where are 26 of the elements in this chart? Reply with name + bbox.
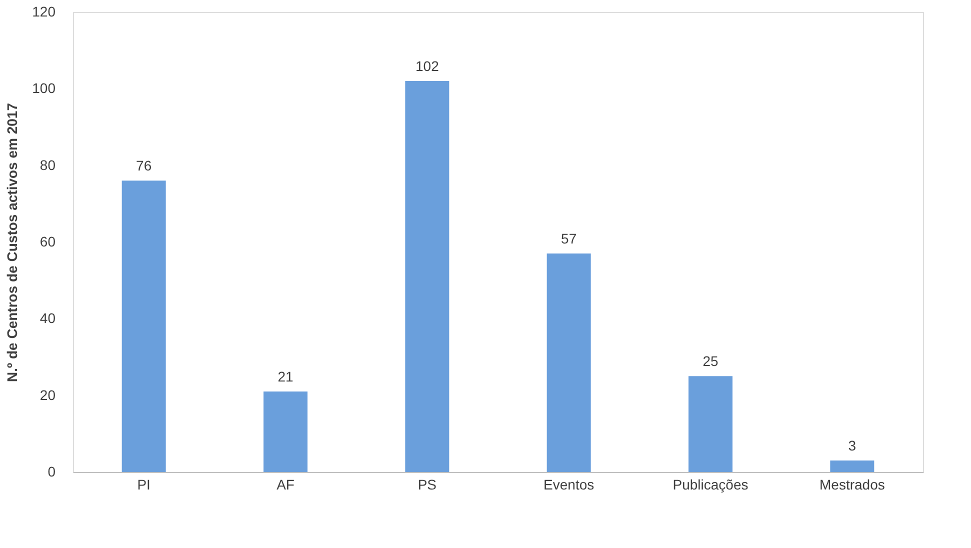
y-tick-label: 40 — [40, 310, 56, 326]
data-label: 25 — [702, 353, 718, 370]
bar — [830, 460, 874, 472]
y-tick-label: 100 — [32, 80, 56, 96]
data-label: 57 — [561, 230, 577, 246]
y-tick-label: 80 — [40, 156, 56, 173]
x-tick-label: Mestrados — [819, 476, 885, 492]
data-label: 3 — [848, 438, 856, 454]
y-tick-label: 120 — [32, 4, 56, 20]
x-tick-label: Eventos — [544, 476, 594, 492]
y-axis-title: N.º de Centros de Custos activos em 2017 — [4, 102, 20, 382]
y-tick-label: 0 — [48, 464, 56, 480]
y-tick-label: 20 — [40, 386, 56, 403]
data-label: 76 — [136, 158, 152, 174]
data-label: 21 — [278, 368, 294, 384]
x-tick-label: AF — [276, 476, 294, 492]
bar — [688, 376, 732, 472]
x-tick-label: PS — [418, 476, 437, 492]
data-label: 102 — [415, 58, 440, 74]
bar — [122, 180, 166, 472]
bar — [405, 81, 450, 472]
bar — [264, 392, 308, 472]
bar — [546, 254, 591, 472]
x-tick-label: PI — [137, 476, 150, 492]
y-tick-label: 60 — [40, 234, 56, 250]
x-tick-label: Publicações — [672, 476, 748, 492]
